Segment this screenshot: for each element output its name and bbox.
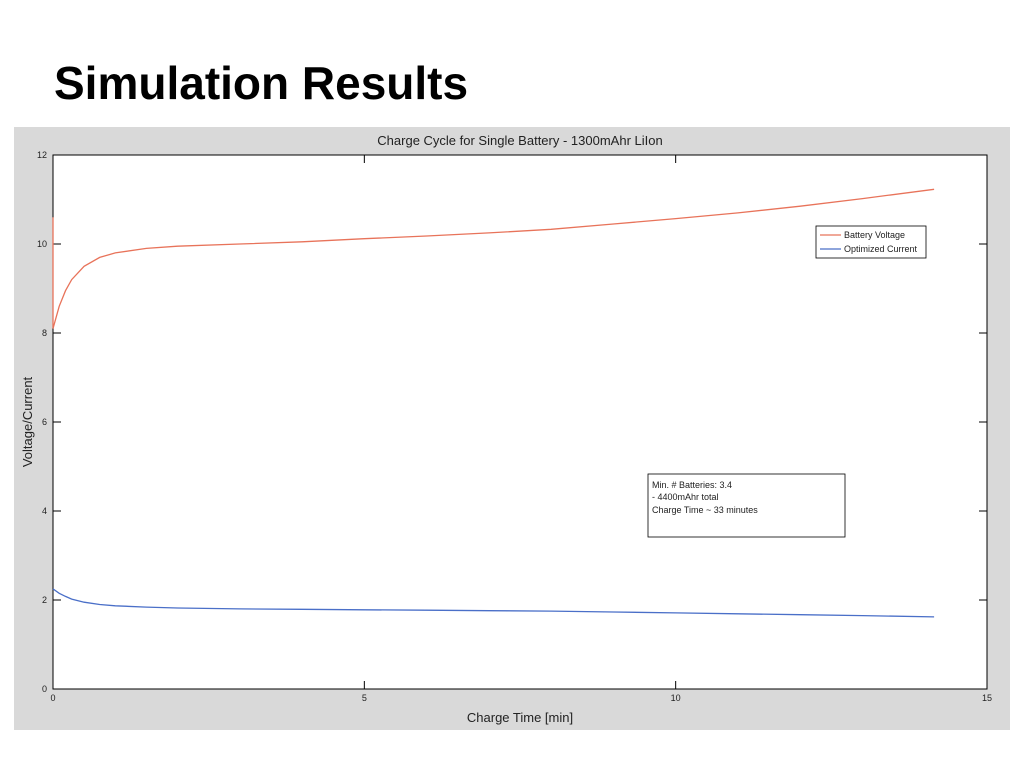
legend: Battery Voltage Optimized Current <box>815 225 927 259</box>
x-tick-label: 10 <box>671 693 681 703</box>
y-axis-label: Voltage/Current <box>20 376 35 467</box>
x-tick-label: 15 <box>982 693 992 703</box>
y-tick-label: 0 <box>42 684 47 694</box>
series-line-battery-voltage <box>52 188 935 329</box>
y-tick-label: 4 <box>42 506 47 516</box>
x-tick-label: 0 <box>50 693 55 703</box>
x-tick-label: 5 <box>362 693 367 703</box>
x-axis-label: Charge Time [min] <box>467 710 573 725</box>
slide-title: Simulation Results <box>54 57 469 109</box>
annotation-line-3: Charge Time ~ 33 minutes <box>652 505 758 515</box>
series-layer <box>52 188 935 618</box>
y-tick-label: 12 <box>37 150 47 160</box>
chart-title: Charge Cycle for Single Battery - 1300mA… <box>377 133 662 148</box>
axis-ticks: 0 5 10 15 0 2 4 6 8 10 12 <box>37 150 992 703</box>
annotation-line-1: Min. # Batteries: 3.4 <box>652 480 732 490</box>
y-tick-label: 8 <box>42 328 47 338</box>
annotation-line-2: - 4400mAhr total <box>652 492 719 502</box>
y-tick-label: 2 <box>42 595 47 605</box>
y-tick-label: 6 <box>42 417 47 427</box>
series-line-optimized-current <box>52 588 935 618</box>
annotation-frame <box>647 473 846 538</box>
y-tick-label: 10 <box>37 239 47 249</box>
legend-label-battery-voltage: Battery Voltage <box>844 230 905 240</box>
legend-label-optimized-current: Optimized Current <box>844 244 918 254</box>
annotation-box: Min. # Batteries: 3.4 - 4400mAhr total C… <box>647 473 846 538</box>
legend-box <box>815 225 927 259</box>
